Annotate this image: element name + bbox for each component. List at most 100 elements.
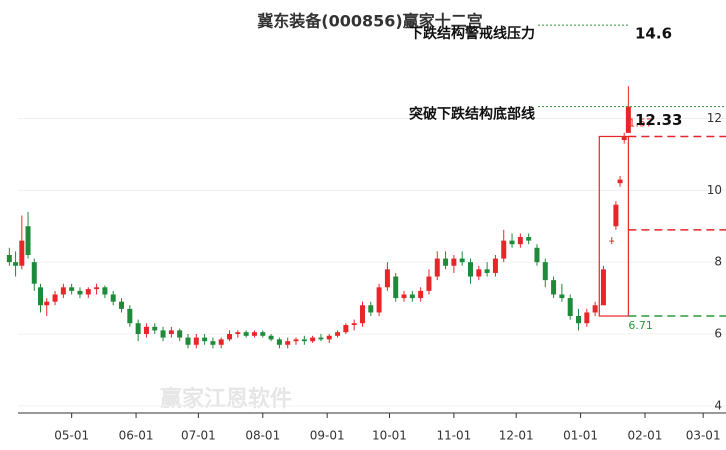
x-tick-label: 07-01 [181,429,216,443]
candle-body [376,287,382,313]
x-tick-label: 08-01 [245,429,280,443]
candle-body [613,204,619,227]
candle-body [69,287,75,291]
candle-body [409,294,415,299]
candle-body [526,237,532,241]
x-tick-label: 05-01 [54,429,89,443]
candle-body [6,254,12,263]
candle-body [227,333,233,340]
candle-body [384,269,390,288]
x-tick-label: 11-01 [436,429,471,443]
candle-body [218,339,224,345]
candle-body [617,179,623,184]
candle-body [135,323,141,334]
candle-body [584,312,590,324]
candle-body [77,290,83,295]
x-tick-label: 09-01 [310,429,345,443]
candle-body [202,337,208,342]
candle-body [127,308,133,324]
candle-body [268,335,274,340]
candle-body [443,258,449,266]
x-tick-label: 12-01 [499,429,534,443]
candle-body [426,276,432,291]
annotation-value: 14.6 [635,25,672,43]
y-tick-label: 8 [714,255,722,269]
x-tick-label: 01-01 [563,429,598,443]
candle-body [501,240,507,259]
candle-body [467,262,473,277]
x-tick-label: 06-01 [119,429,154,443]
candle-body [276,339,282,345]
candle-body [351,323,357,326]
candle-body [625,106,631,133]
candle-body [484,269,490,273]
candle-body [44,301,50,306]
candle-body [592,305,598,313]
candle-body [600,269,606,306]
candle-body [260,332,266,336]
candle-body [235,332,241,334]
candle-body [534,247,540,263]
candle-body [359,305,365,324]
y-tick-label: 6 [714,326,722,340]
y-tick-label: 10 [707,183,722,197]
annotation-value: 12.33 [635,111,682,129]
candle-body [401,294,407,299]
candle-body [517,237,523,245]
candle-body [25,226,31,255]
candle-body [393,276,399,299]
candle-body [13,262,19,266]
candle-body [509,240,515,245]
candle-body [542,262,548,281]
candle-body [285,341,291,345]
candle-body [19,240,25,266]
candle-body [459,258,465,263]
candle-body [160,330,166,338]
candle-body [31,262,37,284]
y-tick-label: 4 [714,398,722,412]
candle-body [293,339,299,342]
candle-body [343,325,349,333]
candle-body [492,258,498,273]
candle-body [152,326,158,331]
candle-body [559,294,565,299]
y-tick-label: 12 [707,111,722,125]
candle-body [168,330,174,334]
candle-body [251,332,257,336]
x-tick-label: 10-01 [372,429,407,443]
candle-body [185,337,191,345]
level-label: 1.57 [628,116,653,129]
candle-body [368,305,374,313]
candle-body [177,330,183,338]
candle-body [434,258,440,277]
watermark: 赢家江恩软件 [160,386,292,412]
annotation-text: 突破下跌结构底部线 [409,106,535,123]
candle-body [52,294,58,302]
candle-body [85,289,91,295]
candle-body [551,280,557,295]
candle-body [451,258,457,266]
candle-body [94,287,100,290]
candle-body [476,269,482,277]
candle-body [143,326,149,334]
candle-body [210,341,216,345]
candle-body [621,136,627,141]
candle-body [576,316,582,324]
x-tick-label: 03-01 [686,429,721,443]
candle-body [326,335,332,340]
candle-body [567,298,573,317]
candle-body [318,337,324,340]
candle-body [243,332,249,336]
candle-body [60,287,66,295]
candle-body [310,337,316,342]
candle-body [335,332,341,336]
chart-title: 冀东装备(000856)赢家十二宫 [257,12,482,31]
candle-body [110,294,116,302]
x-tick-label: 02-01 [628,429,663,443]
breakout-box [598,135,629,317]
level-label: 6.71 [628,319,653,332]
candle-body [119,301,125,309]
candle-body [418,290,424,299]
candle-body [38,287,44,306]
